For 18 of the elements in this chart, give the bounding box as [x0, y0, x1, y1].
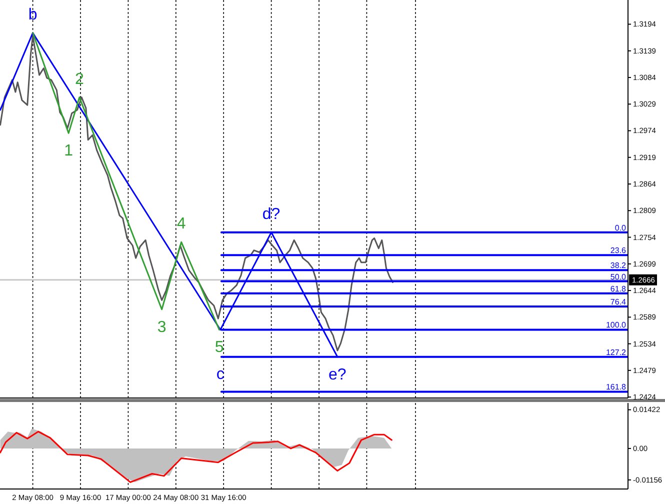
- annotation: 1: [64, 142, 74, 160]
- annotation: 3: [157, 318, 166, 336]
- annotation: e?: [328, 366, 346, 384]
- series-label: 161.8: [606, 382, 627, 392]
- series-label: 76.4: [610, 297, 627, 306]
- annotation: 5: [214, 339, 224, 356]
- series-label: 100.0: [606, 320, 627, 330]
- annotation: 4: [176, 216, 186, 233]
- annotation: b: [28, 6, 38, 24]
- annotation: d?: [262, 206, 280, 223]
- series-label: 0.0: [614, 223, 627, 232]
- series-label: 50.0: [610, 272, 627, 282]
- series-label: 23.6: [610, 246, 627, 256]
- annotation: c: [216, 366, 224, 384]
- series-label: 61.8: [610, 284, 627, 294]
- annotation: 2: [74, 70, 84, 88]
- series-label: 38.2: [610, 261, 627, 270]
- series-label: 127.2: [606, 348, 627, 357]
